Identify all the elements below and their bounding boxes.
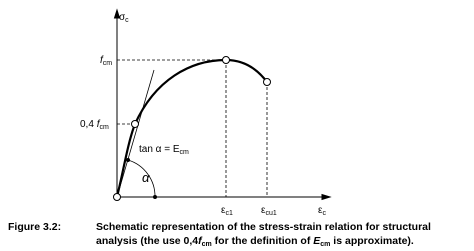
text-part: cm xyxy=(202,241,212,248)
caption-line: analysis (the use 0,4fcm for the definit… xyxy=(96,235,414,248)
peak-point xyxy=(222,56,230,64)
stress-strain-curve xyxy=(115,58,268,198)
text-part: analysis (the use 0,4 xyxy=(96,235,198,247)
text-part: cm xyxy=(320,241,330,248)
tangent-label: tan α = Ecm xyxy=(139,144,189,156)
ultimate-point xyxy=(263,78,271,86)
text-part: c1 xyxy=(225,210,233,217)
text-part: cm xyxy=(180,149,190,156)
ecu1-label: εcu1 xyxy=(261,205,277,217)
origin-point xyxy=(113,193,121,201)
fcm04-point xyxy=(131,120,139,128)
points xyxy=(113,56,271,201)
angle-label: α xyxy=(142,170,150,185)
arc-end xyxy=(126,158,130,162)
text-part: cu1 xyxy=(265,210,276,217)
text-part: tan α = E xyxy=(139,144,180,155)
caption-line: Schematic representation of the stress-s… xyxy=(96,221,431,233)
text-part: is approximate). xyxy=(330,235,414,247)
text-part: cm xyxy=(99,124,109,131)
text-part: σ xyxy=(119,12,126,23)
ec1-label: εc1 xyxy=(221,205,233,217)
arc-end xyxy=(153,195,157,199)
y-arrow xyxy=(113,8,121,19)
angle-arc xyxy=(127,159,156,198)
caption-number: Figure 3.2: xyxy=(8,221,61,233)
guides xyxy=(117,59,268,197)
text-part: c xyxy=(322,210,326,217)
axes xyxy=(113,8,332,201)
text-part: f xyxy=(100,55,104,66)
text-part: cm xyxy=(103,60,113,67)
y-axis-label: σc xyxy=(119,12,129,24)
text-part: c xyxy=(125,17,129,24)
x-axis-label: εc xyxy=(318,205,326,217)
fcm-label: fcm xyxy=(100,55,112,67)
text-part: for the definition of xyxy=(212,235,313,247)
text-part: ε xyxy=(261,205,266,216)
text-part: f xyxy=(198,235,203,247)
text-part: ε xyxy=(318,205,323,216)
text-part: ε xyxy=(221,205,226,216)
fcm04-label: 0,4 fcm xyxy=(80,119,109,131)
text-part: f xyxy=(97,119,101,130)
x-arrow xyxy=(321,193,332,201)
text-part: E xyxy=(313,235,321,247)
tangent-line xyxy=(116,69,155,198)
text-part: 0,4 xyxy=(80,119,97,130)
